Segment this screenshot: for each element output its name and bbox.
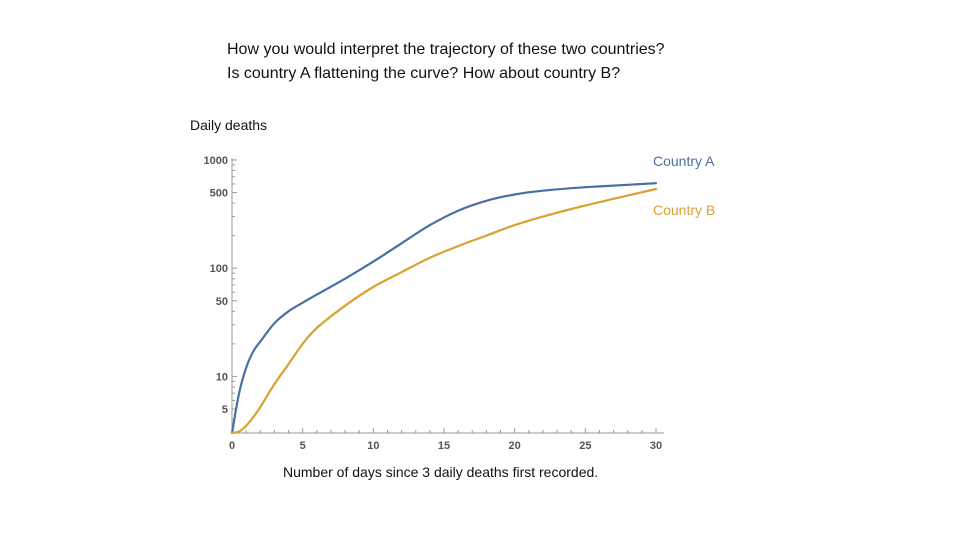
country-a-label: Country A: [653, 153, 715, 169]
country-b-label: Country B: [653, 202, 715, 218]
y-tick-label: 100: [210, 263, 228, 275]
y-tick-label: 10: [216, 371, 228, 383]
question-line-1: How you would interpret the trajectory o…: [227, 41, 665, 58]
question-text: How you would interpret the trajectory o…: [227, 38, 665, 86]
y-tick-label: 500: [210, 188, 228, 200]
x-tick-label: 30: [650, 440, 662, 452]
x-tick-label: 0: [229, 440, 235, 452]
country-b-line: [230, 187, 658, 435]
x-tick-label: 20: [509, 440, 521, 452]
x-tick-label: 10: [367, 440, 379, 452]
country-a-line: [230, 182, 658, 435]
y-axis-label: Daily deaths: [190, 117, 268, 133]
x-tick-label: 25: [579, 440, 591, 452]
y-tick-label: 1000: [204, 155, 228, 167]
question-line-2: Is country A flattening the curve? How a…: [227, 65, 621, 82]
x-axis-label: Number of days since 3 daily deaths firs…: [283, 464, 599, 480]
y-tick-label: 5: [222, 404, 228, 416]
x-tick-label: 15: [438, 440, 450, 452]
x-tick-label: 5: [300, 440, 306, 452]
y-tick-label: 50: [216, 296, 228, 308]
